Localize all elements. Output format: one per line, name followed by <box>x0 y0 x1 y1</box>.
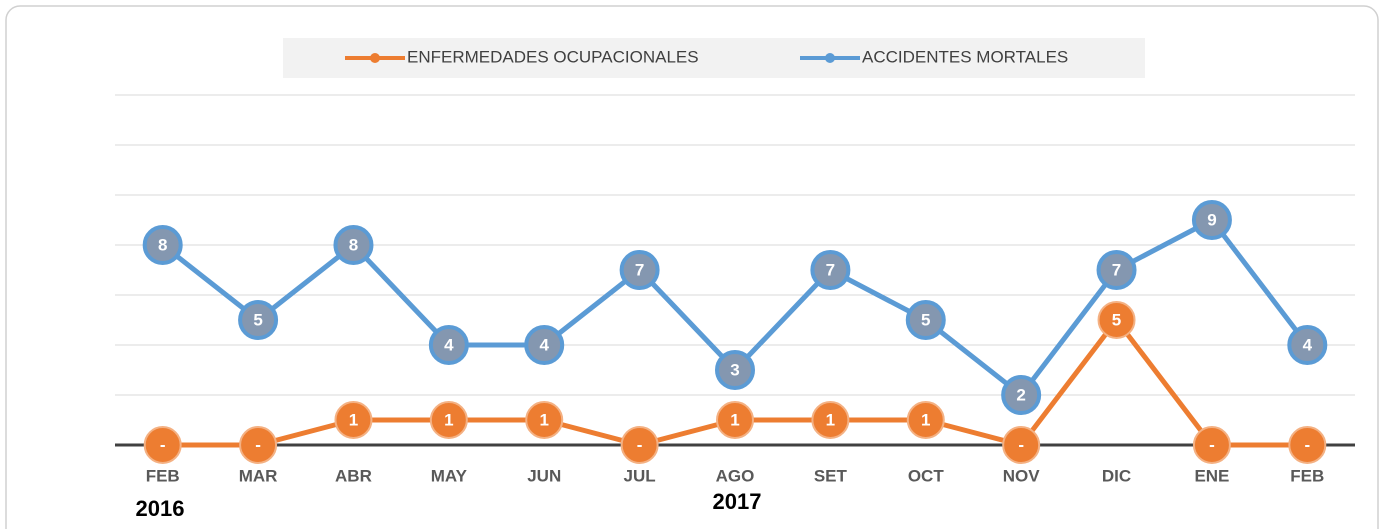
x-tick-label: NOV <box>1003 466 1041 485</box>
data-point <box>715 350 755 390</box>
x-tick-label: MAR <box>239 466 278 485</box>
legend-box <box>283 38 1145 78</box>
data-point <box>334 401 373 439</box>
data-point <box>333 225 374 265</box>
data-point <box>524 325 565 365</box>
legend-label: ENFERMEDADES OCUPACIONALES <box>407 47 699 66</box>
data-point <box>428 325 469 365</box>
data-label: - <box>1304 435 1310 454</box>
x-tick-label: FEB <box>1290 466 1324 485</box>
data-label: 1 <box>826 410 835 429</box>
data-label: 4 <box>444 335 454 354</box>
data-label: 2 <box>1016 385 1025 404</box>
x-tick-label: FEB <box>146 466 180 485</box>
data-label: 5 <box>1112 310 1121 329</box>
data-label: 1 <box>444 410 453 429</box>
data-label: 4 <box>1303 335 1313 354</box>
year-label: 2016 <box>136 496 185 521</box>
data-label: 7 <box>826 260 835 279</box>
data-point <box>143 426 182 464</box>
data-label: - <box>160 435 166 454</box>
legend-marker <box>825 53 835 63</box>
data-point <box>1096 250 1137 290</box>
x-tick-label: OCT <box>908 466 945 485</box>
data-label: 5 <box>921 310 930 329</box>
data-point <box>620 426 659 464</box>
legend-label: ACCIDENTES MORTALES <box>862 47 1068 66</box>
year-label: 2017 <box>713 489 762 514</box>
data-point <box>1288 426 1327 464</box>
data-point <box>239 426 278 464</box>
data-label: 1 <box>349 410 358 429</box>
chart-frame <box>5 5 1379 529</box>
x-tick-label: ABR <box>335 466 372 485</box>
data-label: 1 <box>921 410 930 429</box>
x-tick-label: DIC <box>1102 466 1131 485</box>
x-tick-label: AGO <box>716 466 755 485</box>
data-label: 8 <box>349 235 358 254</box>
data-label: 7 <box>1112 260 1121 279</box>
data-label: 1 <box>539 410 548 429</box>
data-point <box>1287 325 1328 365</box>
data-label: 8 <box>158 235 167 254</box>
data-label: - <box>1209 435 1215 454</box>
data-point <box>619 250 660 290</box>
data-label: 9 <box>1207 210 1216 229</box>
data-point <box>1097 301 1136 339</box>
data-label: 5 <box>253 310 262 329</box>
data-label: - <box>637 435 643 454</box>
x-tick-label: JUN <box>527 466 561 485</box>
data-point <box>1002 426 1041 464</box>
data-point <box>1001 375 1042 415</box>
data-point <box>810 250 851 290</box>
data-label: 1 <box>730 410 739 429</box>
data-label: - <box>255 435 261 454</box>
data-point <box>525 401 564 439</box>
x-tick-label: ENE <box>1194 466 1229 485</box>
data-label: 7 <box>635 260 644 279</box>
data-point <box>716 401 754 439</box>
data-point <box>1192 426 1231 464</box>
data-point <box>906 401 945 439</box>
x-tick-label: MAY <box>431 466 468 485</box>
data-point <box>429 401 468 439</box>
legend-marker <box>370 53 380 63</box>
data-point <box>238 300 279 340</box>
data-point <box>1191 200 1232 240</box>
data-point <box>142 225 183 265</box>
data-label: - <box>1018 435 1024 454</box>
data-point <box>905 300 946 340</box>
x-tick-label: JUL <box>624 466 656 485</box>
data-label: 4 <box>539 335 549 354</box>
data-point <box>811 401 850 439</box>
x-tick-label: SET <box>814 466 848 485</box>
data-label: 3 <box>730 360 739 379</box>
